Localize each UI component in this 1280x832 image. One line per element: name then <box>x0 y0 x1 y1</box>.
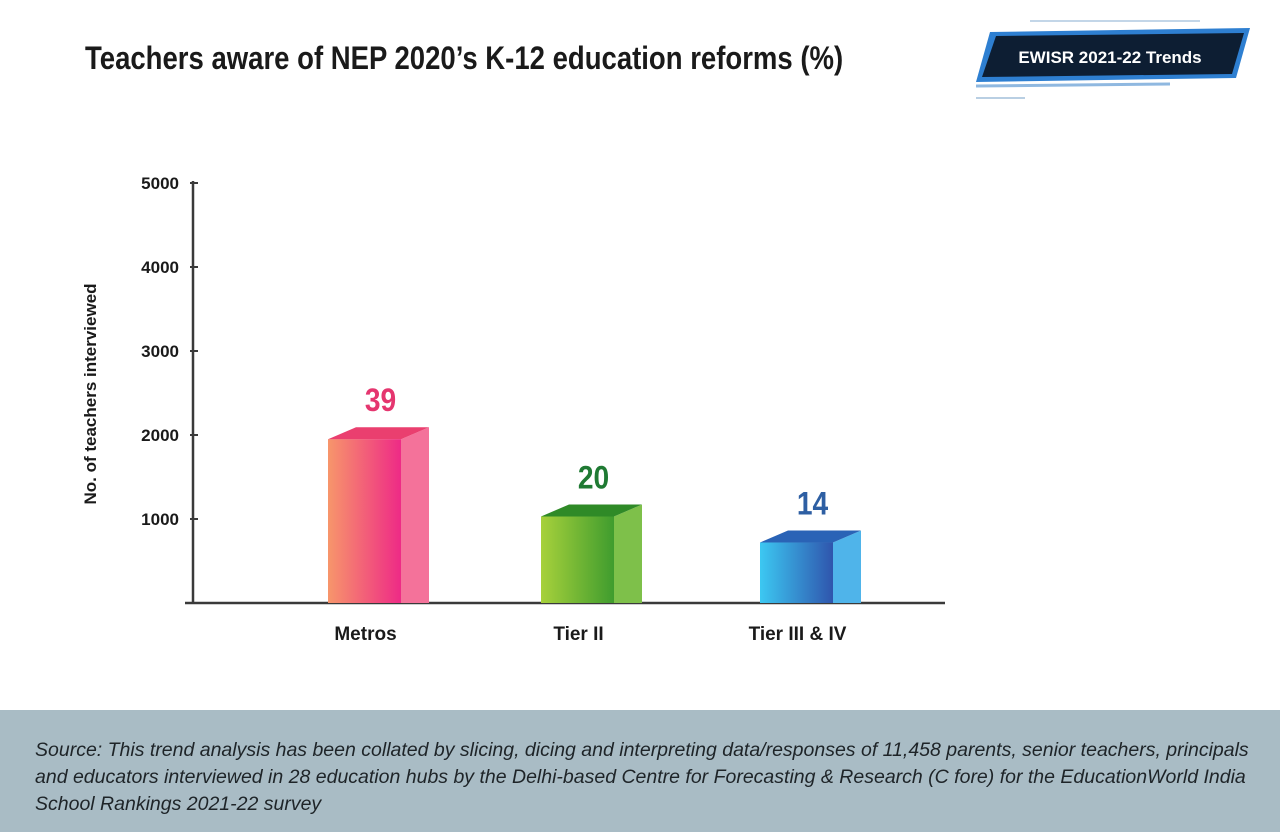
badge-label: EWISR 2021-22 Trends <box>1018 48 1202 67</box>
bar-2 <box>760 542 833 603</box>
data-label: 39 <box>365 384 396 419</box>
source-note: Source: This trend analysis has been col… <box>35 739 1249 815</box>
bar-chart: 1000 2000 3000 4000 5000 No. of teachers inte… <box>81 174 945 645</box>
category-label: Metros <box>334 624 396 645</box>
data-label: 14 <box>797 487 829 522</box>
bar-side <box>401 427 429 603</box>
bar-side <box>614 504 642 603</box>
bar-top <box>760 530 861 543</box>
category-label: Tier II <box>553 624 603 645</box>
y-axis-title: No. of teachers interviewed <box>81 283 100 504</box>
bar-1 <box>541 516 614 603</box>
category-label: Tier III & IV <box>749 624 847 645</box>
y-tick-label: 1000 <box>141 510 179 529</box>
bar-top <box>541 504 642 517</box>
y-tick-label: 4000 <box>141 258 179 277</box>
y-tick-label: 2000 <box>141 426 179 445</box>
bar-top <box>328 427 429 440</box>
source-footer: Source: This trend analysis has been col… <box>0 710 1280 832</box>
data-label: 20 <box>578 461 609 496</box>
y-tick-label: 5000 <box>141 174 179 193</box>
badge-ribbon-icon <box>975 20 1250 99</box>
chart-title: Teachers aware of NEP 2020’s K-12 educat… <box>85 40 844 76</box>
bar-side <box>833 530 861 603</box>
trends-badge: EWISR 2021-22 Trends <box>970 18 1260 104</box>
bar-0 <box>328 439 401 603</box>
y-tick-label: 3000 <box>141 342 179 361</box>
